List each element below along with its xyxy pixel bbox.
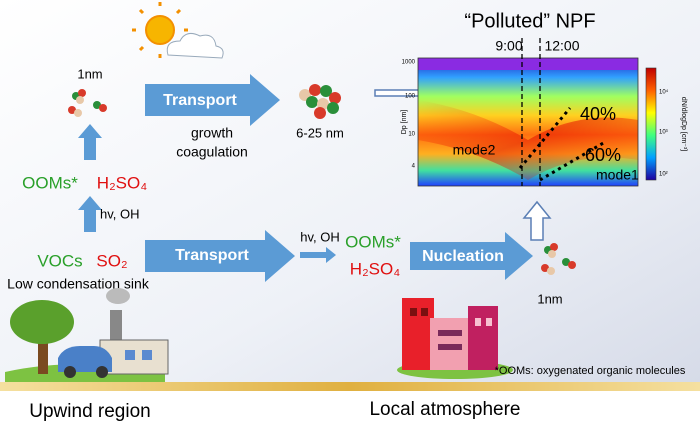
arrow-label: Transport — [175, 247, 249, 264]
molecule — [99, 104, 107, 112]
window — [438, 344, 462, 350]
molecule — [320, 85, 332, 97]
smoke — [106, 288, 130, 304]
region-label: Local atmosphere — [369, 399, 520, 420]
ground-bar — [0, 382, 700, 391]
up-arrow — [78, 124, 102, 160]
size-label: 1nm — [537, 291, 562, 306]
molecule — [568, 261, 576, 269]
transport-arrow — [145, 230, 295, 282]
sun — [132, 2, 188, 58]
region-label: Upwind region — [29, 401, 150, 422]
share-label: 60% — [585, 145, 621, 165]
mode-label: mode2 — [453, 142, 496, 158]
cluster-1nm-top — [68, 89, 107, 117]
h2so4-label: H₂SO₄ — [97, 173, 147, 192]
molecule — [329, 92, 341, 104]
mode1-trace — [539, 140, 606, 182]
reagent-label: hv, OH — [100, 206, 140, 221]
heatmap-y-tick: 10 — [408, 132, 415, 138]
reagent-label: hv, OH — [300, 229, 340, 244]
footnote: *OOMs: oxygenated organic molecules — [495, 365, 686, 377]
nucleation-arrow — [410, 232, 533, 280]
so2-label: SO₂ — [96, 251, 127, 270]
mode2-trace — [518, 107, 572, 169]
sink-label: Low condensation sink — [7, 276, 150, 292]
molecule — [309, 84, 321, 96]
colorbar — [645, 67, 657, 181]
building — [402, 298, 434, 370]
tree-crown — [10, 300, 74, 344]
cluster-1nm-bottom — [541, 243, 576, 275]
time-label: 12:00 — [544, 38, 579, 54]
colorbar-tick: 10⁴ — [659, 89, 669, 96]
vocs-label: VOCs — [37, 251, 82, 270]
window — [410, 308, 417, 316]
arrow-label: Nucleation — [422, 248, 504, 265]
wheel — [64, 366, 76, 378]
window — [475, 318, 481, 326]
window — [421, 308, 428, 316]
window — [486, 318, 492, 326]
heatmap-plume — [418, 100, 638, 180]
molecule — [562, 258, 570, 266]
cloud — [166, 32, 224, 59]
share-label: 40% — [580, 104, 616, 124]
colorbar-tick: 10² — [659, 172, 668, 178]
cluster-6-25nm — [299, 84, 341, 119]
molecule — [93, 101, 101, 109]
heatmap-y-tick: 1000 — [402, 60, 416, 66]
molecule — [327, 102, 339, 114]
heatmap-frame — [417, 57, 639, 187]
heatmap-y-tick: 4 — [412, 164, 416, 170]
molecule — [76, 96, 84, 104]
h2so4-label: H₂SO₄ — [350, 259, 400, 278]
heatmap-top-band — [418, 58, 638, 70]
heatmap-y-label: Dp [nm] — [401, 110, 408, 135]
upwind-scene — [5, 288, 169, 382]
process-label: coagulation — [176, 144, 248, 160]
up-arrow — [78, 196, 102, 232]
size-label: 6-25 nm — [296, 125, 344, 140]
molecule — [541, 264, 549, 272]
mode-label: mode1 — [596, 167, 639, 183]
colorbar-label: dN/dlogDp [cm⁻³] — [680, 97, 687, 151]
wheel — [96, 366, 108, 378]
molecule — [314, 107, 326, 119]
hollow-up-arrow — [522, 200, 552, 241]
time-label: 9:00 — [495, 38, 522, 54]
heatmap-title: “Polluted” NPF — [464, 10, 595, 32]
window — [438, 330, 462, 336]
molecule — [74, 109, 82, 117]
heatmap-y-tick: 100 — [405, 94, 416, 100]
molecule — [306, 96, 318, 108]
colorbar-tick: 10³ — [659, 130, 668, 136]
molecule — [547, 267, 555, 275]
process-label: growth — [191, 125, 233, 141]
sun-disc — [145, 15, 175, 45]
tree-trunk — [38, 330, 48, 374]
ooms-label: OOMs* — [345, 232, 401, 251]
transport-arrow — [145, 74, 280, 126]
size-label: 1nm — [77, 66, 102, 81]
small-arrow — [300, 247, 336, 263]
window — [142, 350, 152, 360]
building — [468, 306, 498, 370]
molecule — [68, 106, 76, 114]
molecule — [78, 89, 86, 97]
molecule — [548, 250, 556, 258]
arrow-label: Transport — [163, 92, 237, 109]
car — [58, 346, 112, 372]
ooms-label: OOMs* — [22, 173, 78, 192]
city-scene — [397, 298, 513, 379]
molecule — [550, 243, 558, 251]
window — [125, 350, 135, 360]
